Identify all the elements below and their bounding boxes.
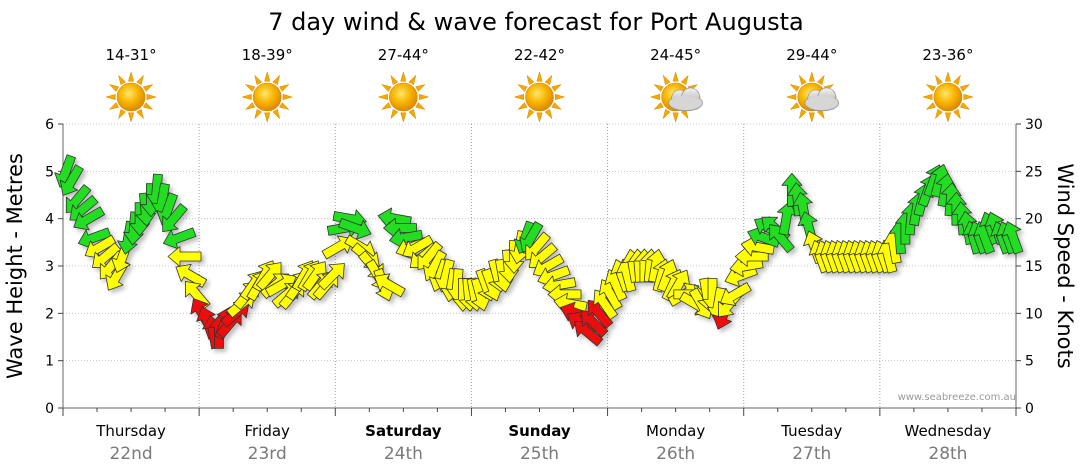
sun-icon — [241, 71, 294, 123]
sun-icon — [513, 71, 566, 123]
right-tick-label: 15 — [1025, 259, 1043, 275]
day-date: 22nd — [109, 444, 152, 464]
right-tick-label: 20 — [1025, 212, 1043, 228]
left-axis-ticks: 0 1 2 3 4 5 6 — [45, 117, 63, 417]
right-tick-label: 5 — [1025, 354, 1034, 370]
day-labels: Thursday 22nd Friday 23rd Saturday 24th Sunday… — [95, 422, 991, 464]
wind-arrows — [54, 154, 1024, 350]
day-temperature: 23-36° — [922, 46, 973, 64]
wind-arrow — [175, 263, 208, 288]
weather-icons — [105, 71, 974, 123]
day-date: 26th — [656, 444, 695, 464]
left-tick-label: 0 — [45, 401, 54, 417]
wind-arrow — [1001, 221, 1024, 255]
day-temperature: 27-44° — [378, 46, 429, 64]
day-name: Friday — [244, 422, 290, 440]
sun-icon — [105, 71, 157, 123]
day-name: Saturday — [365, 422, 442, 440]
sun-icon — [922, 71, 974, 123]
right-tick-label: 0 — [1025, 401, 1034, 417]
wind-arrow — [162, 227, 197, 250]
right-axis-label: Wind Speed - Knots — [1053, 163, 1077, 368]
day-date: 25th — [520, 444, 559, 464]
wind-arrow — [167, 246, 202, 267]
right-tick-label: 25 — [1025, 164, 1043, 180]
day-date: 23rd — [248, 444, 287, 464]
sun-icon — [377, 71, 430, 123]
wind-arrow — [73, 206, 106, 231]
day-temperature: 29-44° — [786, 46, 837, 64]
wind-arrow — [59, 164, 84, 196]
left-tick-label: 3 — [45, 259, 54, 275]
left-axis-label: Wave Height - Metres — [3, 153, 27, 379]
day-name: Thursday — [95, 422, 166, 440]
right-tick-label: 10 — [1025, 306, 1043, 322]
day-date: 24th — [384, 444, 423, 464]
chart-title: 7 day wind & wave forecast for Port Augu… — [268, 8, 804, 36]
daily-temperatures: 14-31° 18-39° 27-44° 22-42° 24-45° 29-44° 23-3… — [106, 46, 974, 64]
day-temperature: 24-45° — [650, 46, 701, 64]
day-temperature: 18-39° — [242, 46, 293, 64]
watermark: www.seabreeze.com.au — [898, 392, 1016, 403]
day-temperature: 14-31° — [106, 46, 157, 64]
left-tick-label: 1 — [45, 354, 54, 370]
wind-arrow — [374, 273, 406, 298]
right-tick-label: 30 — [1025, 117, 1043, 133]
left-tick-label: 5 — [45, 164, 54, 180]
day-name: Wednesday — [905, 422, 992, 440]
left-tick-label: 6 — [45, 117, 54, 133]
day-name: Tuesday — [780, 422, 842, 440]
wind-arrow — [162, 203, 188, 233]
sun-cloud-icon — [649, 71, 703, 123]
sun-cloud-icon — [785, 71, 840, 123]
left-tick-label: 4 — [45, 212, 54, 228]
wind-arrow — [720, 282, 752, 306]
wind-arrow — [317, 263, 345, 291]
right-axis-ticks: 0 5 10 15 20 25 30 — [1016, 117, 1043, 417]
day-temperature: 22-42° — [514, 46, 565, 64]
day-name: Monday — [646, 422, 705, 440]
day-date: 27th — [792, 444, 831, 464]
day-date: 28th — [928, 444, 967, 464]
day-name: Sunday — [508, 422, 571, 440]
left-tick-label: 2 — [45, 306, 54, 322]
wind-arrow — [338, 217, 372, 240]
